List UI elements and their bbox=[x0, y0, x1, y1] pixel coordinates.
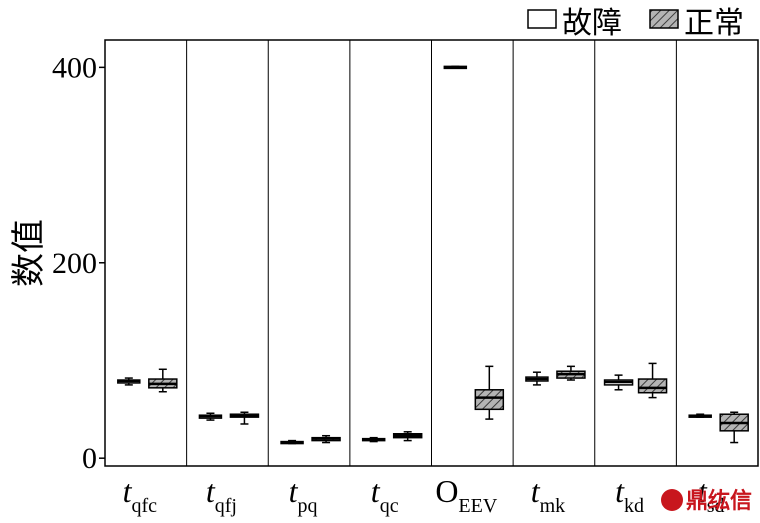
x-tick-sub: kd bbox=[624, 495, 644, 517]
x-tick-main: t bbox=[371, 473, 381, 509]
box-body bbox=[474, 389, 505, 411]
box-normal-EEV bbox=[474, 365, 505, 420]
box-fault-qfc bbox=[117, 377, 141, 386]
box-fault-EEV bbox=[443, 65, 468, 70]
box-normal-qc bbox=[392, 431, 423, 442]
x-tick-label: tkd bbox=[615, 473, 644, 517]
x-tick-main: t bbox=[123, 473, 133, 509]
x-tick-sub: pq bbox=[298, 495, 318, 517]
legend-swatch-fault bbox=[527, 9, 557, 29]
watermark-text: 鼎纮信 bbox=[686, 488, 752, 514]
box-fault-qfj bbox=[198, 412, 223, 421]
box-normal-qfc bbox=[148, 368, 178, 393]
box-normal-qfj bbox=[229, 411, 260, 425]
y-axis-label: 数值 bbox=[9, 219, 49, 287]
x-tick-main: t bbox=[206, 473, 216, 509]
x-tick-main: t bbox=[289, 473, 299, 509]
legend-label-normal: 正常 bbox=[684, 6, 744, 41]
box-fault-sd bbox=[688, 413, 712, 418]
y-tick-label: 400 bbox=[52, 51, 97, 84]
x-tick-main: O bbox=[435, 473, 458, 509]
x-tick-label: tqfj bbox=[206, 473, 237, 517]
y-tick-label: 200 bbox=[52, 247, 97, 280]
box-body bbox=[637, 378, 668, 394]
x-tick-label: tqfc bbox=[123, 473, 158, 517]
box-fault-pq bbox=[280, 439, 304, 445]
x-tick-label: tpq bbox=[289, 473, 318, 517]
x-tick-label: tsd bbox=[698, 473, 725, 517]
x-tick-main: t bbox=[615, 473, 625, 509]
box-normal-pq bbox=[311, 434, 341, 444]
x-tick-main: t bbox=[698, 473, 708, 509]
box-normal-kd bbox=[637, 362, 668, 399]
x-tick-sub: mk bbox=[540, 495, 566, 517]
x-tick-sub: sd bbox=[707, 495, 725, 517]
x-tick-label: tmk bbox=[531, 473, 565, 517]
plot-frame bbox=[104, 39, 759, 467]
x-tick-sub: qc bbox=[380, 495, 399, 517]
box-fault-kd bbox=[603, 374, 634, 391]
x-tick-sub: qfj bbox=[215, 495, 237, 517]
box-fault-qc bbox=[361, 436, 386, 443]
y-tick-label: 0 bbox=[82, 442, 97, 475]
box-normal-sd bbox=[719, 411, 749, 444]
box-normal-mk bbox=[556, 365, 586, 381]
box-fault-mk bbox=[525, 371, 549, 386]
x-tick-label: tqc bbox=[371, 473, 399, 517]
x-tick-label: OEEV bbox=[435, 473, 498, 517]
x-tick-sub: qfc bbox=[131, 495, 157, 517]
x-tick-main: t bbox=[531, 473, 541, 509]
watermark-logo-icon bbox=[661, 489, 683, 511]
legend-label-fault: 故障 bbox=[562, 6, 622, 41]
legend-swatch-normal bbox=[649, 9, 679, 29]
x-tick-sub: EEV bbox=[458, 495, 497, 517]
